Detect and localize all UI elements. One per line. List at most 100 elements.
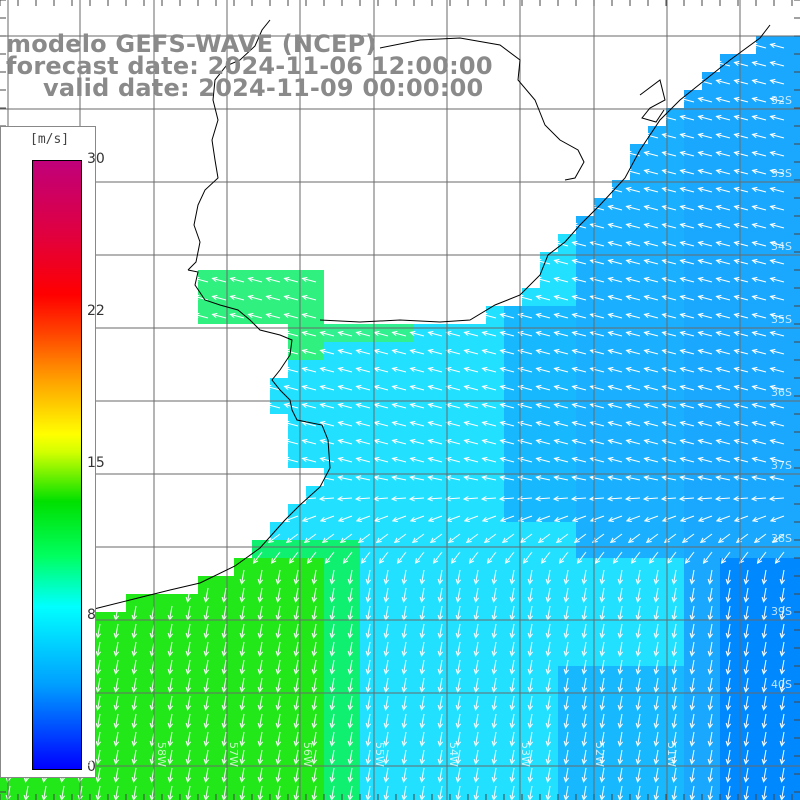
wind-arrow (481, 384, 497, 391)
wind-arrow (401, 623, 407, 639)
wind-speed-cell (360, 504, 378, 522)
wind-arrow (499, 384, 515, 391)
wind-arrow (391, 384, 407, 391)
wind-speed-cell (756, 450, 774, 468)
wind-speed-cell (612, 666, 630, 684)
wind-arrow (383, 677, 389, 693)
wind-speed-cell (666, 306, 684, 324)
wind-speed-cell (522, 306, 540, 324)
wind-arrow (239, 641, 245, 657)
wind-speed-cell (54, 774, 72, 792)
wind-speed-cell (702, 144, 720, 162)
wind-arrow (337, 420, 353, 427)
wind-arrow (581, 569, 587, 585)
wind-arrow (239, 695, 245, 711)
wind-arrow (401, 677, 407, 693)
wind-arrow (391, 515, 407, 522)
wind-speed-cell (738, 738, 756, 756)
wind-arrow (517, 515, 533, 522)
wind-arrow (635, 587, 641, 603)
wind-speed-cell (702, 468, 720, 486)
wind-arrow (743, 731, 749, 747)
wind-arrow (337, 330, 353, 337)
wind-arrow (391, 420, 407, 427)
wind-speed-cell (774, 504, 792, 522)
wind-speed-cell (720, 432, 738, 450)
wind-speed-cell (792, 324, 800, 342)
wind-speed-cell (612, 378, 630, 396)
wind-arrow (617, 587, 623, 603)
wind-arrow (427, 384, 443, 391)
wind-arrow (337, 438, 353, 445)
wind-arrow (581, 587, 587, 603)
wind-speed-cell (342, 414, 360, 432)
wind-arrow (293, 587, 299, 603)
wind-arrow (751, 168, 767, 175)
wind-arrow (779, 623, 785, 639)
wind-arrow (535, 330, 551, 337)
wind-arrow (625, 438, 641, 445)
wind-speed-cell (702, 414, 720, 432)
wind-arrow (715, 330, 731, 337)
wind-speed-cell (648, 630, 666, 648)
wind-arrow (653, 731, 659, 747)
wind-speed-cell (504, 792, 522, 800)
wind-speed-cell (450, 558, 468, 576)
wind-speed-cell (630, 450, 648, 468)
wind-speed-cell (774, 612, 792, 630)
wind-arrow (563, 569, 569, 585)
wind-arrow (95, 623, 101, 639)
wind-speed-cell (360, 540, 378, 558)
wind-speed-cell (684, 144, 702, 162)
wind-speed-cell (648, 342, 666, 360)
wind-speed-cell (504, 432, 522, 450)
wind-arrow (203, 767, 209, 783)
wind-speed-cell (342, 756, 360, 774)
wind-speed-cell (720, 558, 738, 576)
wind-speed-cell (504, 486, 522, 504)
wind-speed-cell (342, 450, 360, 468)
wind-arrow (733, 168, 749, 175)
wind-speed-cell (684, 630, 702, 648)
wind-arrow (95, 695, 101, 711)
wind-speed-cell (216, 774, 234, 792)
wind-arrow (733, 42, 749, 49)
wind-arrow (769, 515, 785, 522)
wind-arrow (167, 767, 173, 783)
wind-speed-cell (612, 414, 630, 432)
wind-arrow (643, 515, 659, 522)
wind-speed-cell (756, 792, 774, 800)
wind-arrow (481, 438, 497, 445)
wind-arrow (553, 438, 569, 445)
wind-speed-cell (738, 792, 756, 800)
wind-speed-cell (108, 702, 126, 720)
wind-speed-cell (666, 594, 684, 612)
wind-speed-cell (540, 270, 558, 288)
wind-speed-cell (360, 486, 378, 504)
wind-arrow (419, 569, 425, 585)
wind-speed-cell (702, 360, 720, 378)
wind-arrow (743, 749, 749, 765)
wind-arrow (681, 533, 695, 544)
wind-speed-cell (432, 342, 450, 360)
wind-arrow (455, 749, 461, 765)
wind-arrow (293, 713, 299, 729)
wind-speed-cell (594, 666, 612, 684)
wind-speed-cell (576, 468, 594, 486)
wind-speed-cell (396, 594, 414, 612)
wind-speed-cell (702, 594, 720, 612)
wind-arrow (751, 330, 767, 337)
wind-speed-cell (234, 666, 252, 684)
wind-speed-cell (306, 702, 324, 720)
wind-arrow (769, 384, 785, 391)
wind-speed-cell (468, 792, 486, 800)
lon-label-59w: 59W (81, 742, 94, 767)
wind-speed-cell (684, 126, 702, 144)
wind-arrow (599, 731, 605, 747)
wind-arrow (481, 515, 497, 522)
wind-speed-cell (576, 252, 594, 270)
wind-arrow (283, 330, 299, 337)
wind-speed-cell (756, 252, 774, 270)
wind-arrow (607, 186, 623, 193)
wind-arrow (661, 402, 677, 409)
